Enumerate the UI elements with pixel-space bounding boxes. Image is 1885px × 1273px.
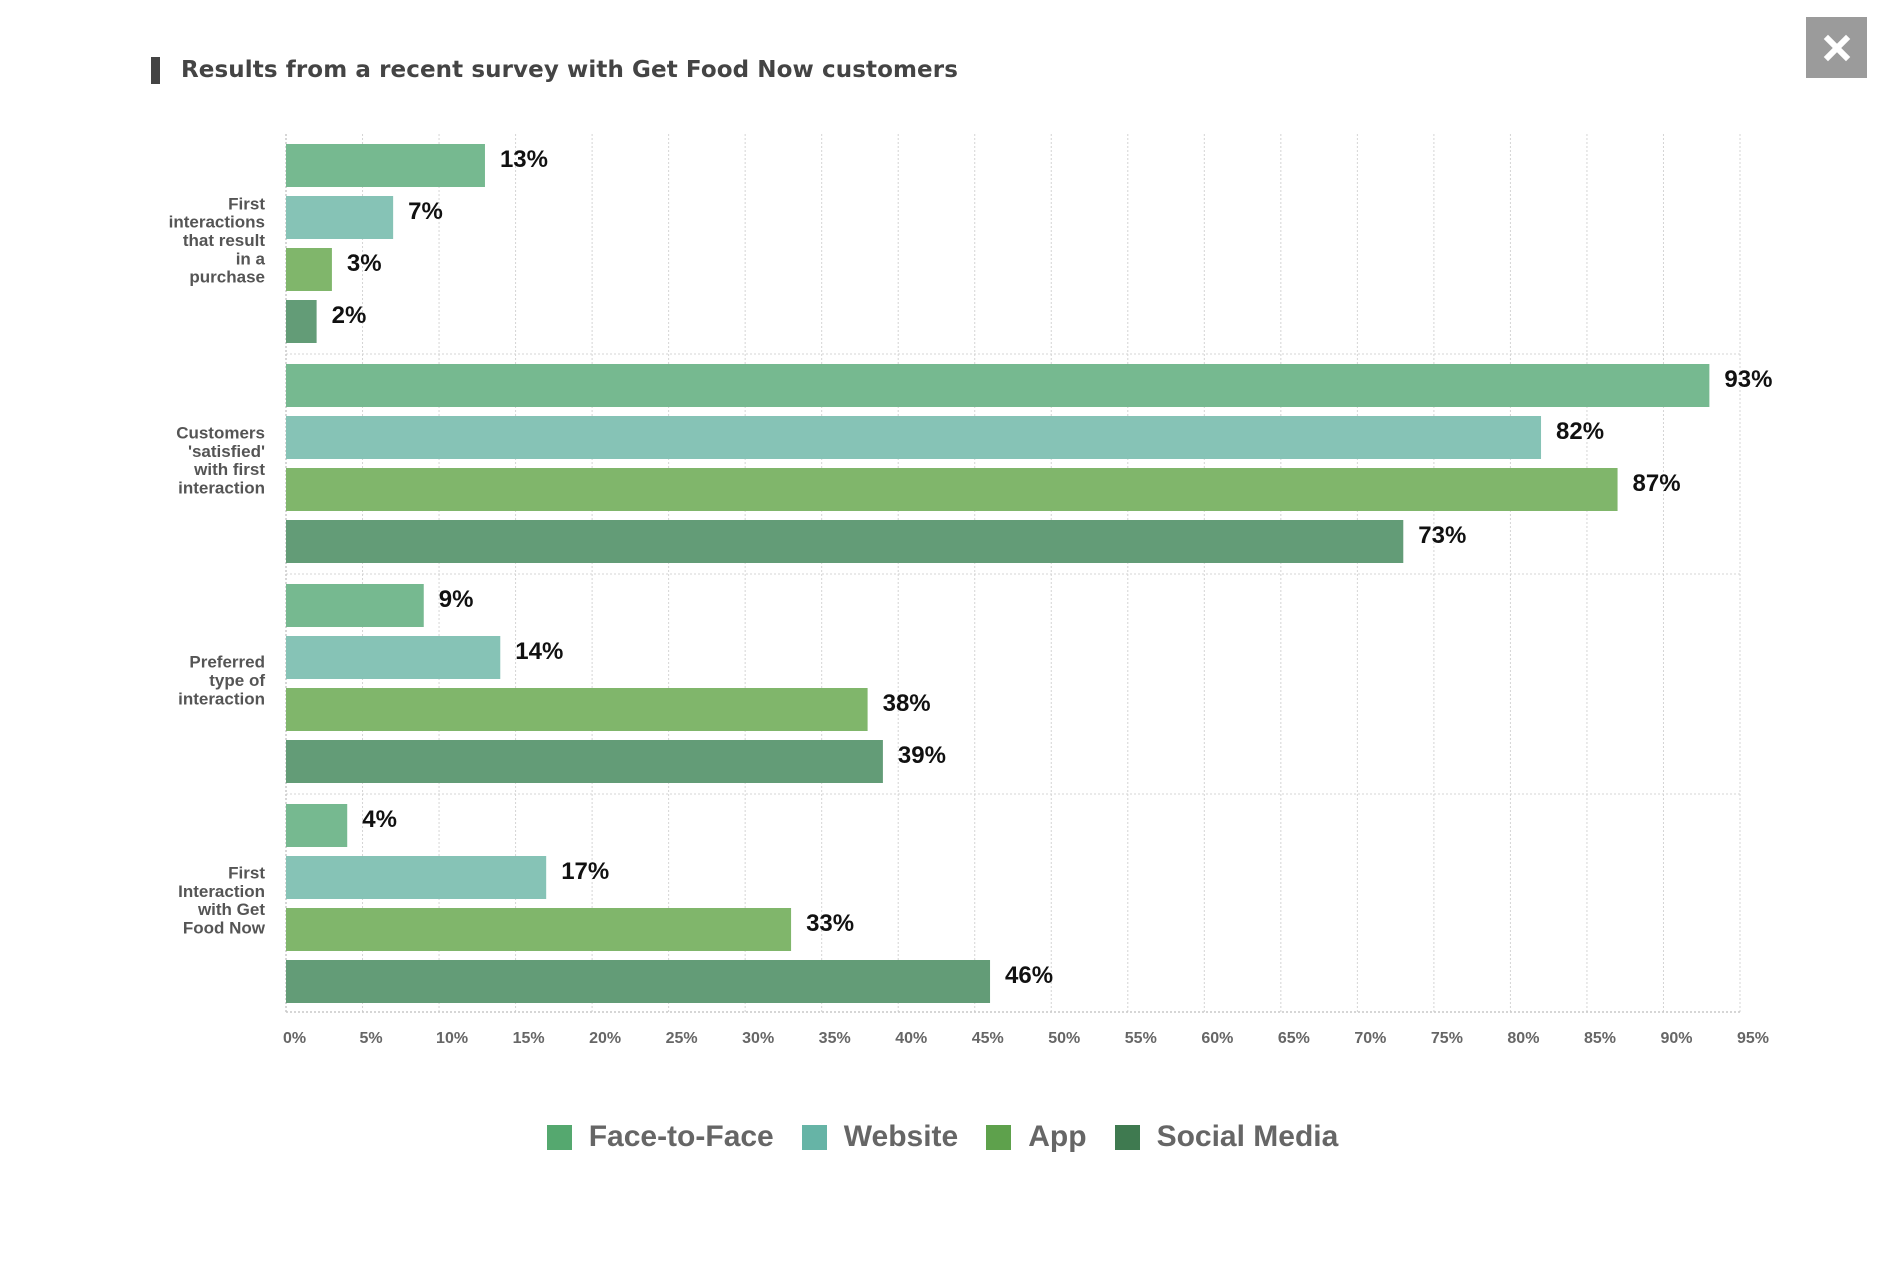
x-tick-label: 35% xyxy=(819,1030,851,1047)
data-label: 39% xyxy=(898,742,946,769)
category-label-line: First xyxy=(228,194,265,213)
chart-title: Results from a recent survey with Get Fo… xyxy=(181,57,958,83)
data-label: 14% xyxy=(515,638,563,665)
data-label: 13% xyxy=(500,146,548,173)
bar-website xyxy=(286,636,501,679)
category-label-line: that result xyxy=(183,231,266,250)
x-tick-label: 65% xyxy=(1278,1030,1310,1047)
bar-website xyxy=(286,416,1542,459)
bar-social-media xyxy=(286,740,883,783)
legend: Face-to-Face Website App Social Media xyxy=(0,1120,1885,1154)
x-tick-label: 95% xyxy=(1737,1030,1769,1047)
bar-website xyxy=(286,856,547,899)
x-tick-label: 0% xyxy=(283,1030,306,1047)
bar-social-media xyxy=(286,960,991,1003)
bar-face-to-face xyxy=(286,804,348,847)
data-label: 2% xyxy=(332,302,367,329)
data-label: 4% xyxy=(362,806,397,833)
close-button[interactable] xyxy=(1806,17,1867,78)
category-label-line: Customers xyxy=(176,424,265,443)
category-label-line: Preferred xyxy=(189,653,265,672)
data-label: 93% xyxy=(1724,366,1772,393)
x-tick-label: 25% xyxy=(666,1030,698,1047)
category-label: Customers'satisfied' with first interactio… xyxy=(176,424,265,498)
legend-label: Social Media xyxy=(1156,1120,1339,1153)
data-label: 38% xyxy=(883,690,931,717)
category-label-line: Food Now xyxy=(183,918,266,937)
bar-app xyxy=(286,908,792,951)
bar-face-to-face xyxy=(286,144,485,187)
data-label: 17% xyxy=(561,858,609,885)
category-label-line: First xyxy=(228,864,265,883)
chart-title-group: Results from a recent survey with Get Fo… xyxy=(151,55,958,85)
legend-swatch-app xyxy=(986,1124,1012,1150)
bar-app xyxy=(286,688,868,731)
legend-swatch-social-media xyxy=(1114,1124,1140,1150)
data-label: 7% xyxy=(408,198,443,225)
legend-item-social-media[interactable]: Social Media xyxy=(1114,1120,1339,1154)
close-icon xyxy=(1823,34,1850,61)
legend-label: App xyxy=(1028,1120,1087,1153)
bar-social-media xyxy=(286,520,1404,563)
category-label-line: interaction xyxy=(178,478,265,497)
x-tick-label: 15% xyxy=(513,1030,545,1047)
x-tick-label: 90% xyxy=(1660,1030,1692,1047)
x-tick-label: 5% xyxy=(360,1030,383,1047)
category-label-line: interaction xyxy=(178,689,265,708)
legend-swatch-face-to-face xyxy=(546,1124,572,1150)
x-tick-label: 10% xyxy=(436,1030,468,1047)
data-label: 3% xyxy=(347,250,382,277)
category-label-line: interactions xyxy=(169,213,265,232)
x-tick-label: 20% xyxy=(589,1030,621,1047)
bar-app xyxy=(286,468,1618,511)
x-tick-label: 55% xyxy=(1125,1030,1157,1047)
legend-item-website[interactable]: Website xyxy=(801,1120,959,1154)
category-label-line: 'satisfied' xyxy=(188,442,265,461)
category-label: Preferred type of interaction xyxy=(178,653,265,709)
data-label: 33% xyxy=(806,910,854,937)
category-label: First Interaction with Get Food Now xyxy=(178,864,266,938)
x-tick-label: 70% xyxy=(1354,1030,1386,1047)
bar-app xyxy=(286,248,332,291)
category-label-line: in a xyxy=(236,249,266,268)
x-tick-label: 80% xyxy=(1507,1030,1539,1047)
category-label-line: with Get xyxy=(197,900,265,919)
bar-social-media xyxy=(286,300,317,343)
legend-swatch-website xyxy=(801,1124,827,1150)
x-tick-label: 60% xyxy=(1201,1030,1233,1047)
data-label: 73% xyxy=(1418,522,1466,549)
x-tick-label: 30% xyxy=(742,1030,774,1047)
legend-item-face-to-face[interactable]: Face-to-Face xyxy=(546,1120,774,1154)
bar-face-to-face xyxy=(286,584,424,627)
category-label-line: Interaction xyxy=(178,882,265,901)
x-tick-label: 40% xyxy=(895,1030,927,1047)
legend-label: Website xyxy=(843,1120,959,1153)
legend-item-app[interactable]: App xyxy=(986,1120,1087,1154)
category-label-line: purchase xyxy=(189,268,265,287)
data-label: 46% xyxy=(1005,962,1053,989)
category-label: First interactions that result in a purchase xyxy=(169,194,266,286)
x-tick-label: 85% xyxy=(1584,1030,1616,1047)
data-label: 82% xyxy=(1556,418,1604,445)
bar-website xyxy=(286,196,394,239)
category-label-line: with first xyxy=(193,460,265,479)
category-label-line: type of xyxy=(209,671,265,690)
x-tick-label: 50% xyxy=(1048,1030,1080,1047)
legend-label: Face-to-Face xyxy=(588,1120,774,1153)
x-tick-label: 45% xyxy=(972,1030,1004,1047)
title-accent-bar xyxy=(151,56,160,84)
data-label: 9% xyxy=(439,586,474,613)
data-label: 87% xyxy=(1633,470,1681,497)
x-tick-label: 75% xyxy=(1431,1030,1463,1047)
bar-face-to-face xyxy=(286,364,1710,407)
